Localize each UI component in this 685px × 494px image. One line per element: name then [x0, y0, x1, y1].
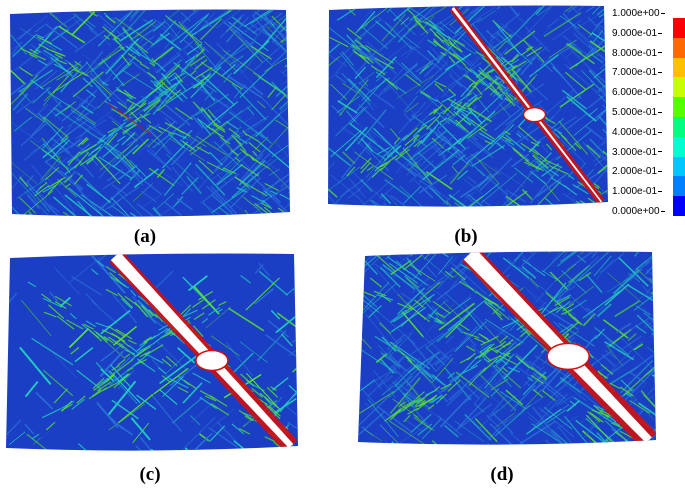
legend-swatch — [673, 97, 685, 117]
panel-c-field — [6, 253, 298, 451]
panel-d-caption: (d) — [490, 464, 514, 485]
legend-tick-label: 8.000e-01 — [612, 48, 662, 59]
legend-swatch — [673, 57, 685, 78]
color-legend: 1.000e+00 9.000e-01 8.000e-01 7.000e-01 6.00… — [612, 6, 685, 218]
legend-swatch — [673, 196, 685, 216]
legend-swatch — [673, 18, 685, 38]
panel-a — [8, 8, 292, 218]
legend-tick-label: 3.000e-01 — [612, 147, 662, 158]
legend-color-bar — [673, 18, 685, 216]
panel-c — [2, 252, 300, 452]
panel-b-field — [328, 5, 608, 207]
legend-swatch — [673, 156, 685, 177]
legend-tick-label: 7.000e-01 — [612, 67, 662, 78]
panel-b-caption: (b) — [454, 226, 478, 247]
legend-swatch — [673, 37, 685, 58]
panel-a-caption: (a) — [133, 226, 157, 247]
panel-a-field — [10, 9, 290, 217]
panel-d-field — [358, 251, 656, 445]
legend-tick-label: 5.000e-01 — [612, 107, 662, 118]
legend-tick-label: 0.000e+00 — [612, 206, 665, 217]
legend-tick-label: 6.000e-01 — [612, 87, 662, 98]
legend-swatch — [673, 77, 685, 98]
panel-d — [354, 250, 658, 446]
legend-tick-label: 9.000e-01 — [612, 28, 662, 39]
legend-tick-label: 1.000e+00 — [612, 8, 665, 19]
legend-swatch — [673, 116, 685, 137]
legend-tick-label: 2.000e-01 — [612, 166, 662, 177]
legend-swatch — [673, 176, 685, 197]
panel-b — [324, 4, 610, 208]
legend-tick-label: 4.000e-01 — [612, 127, 662, 138]
panel-c-caption: (c) — [139, 464, 161, 485]
legend-tick-label: 1.000e-01 — [612, 186, 662, 197]
legend-swatch — [673, 136, 685, 157]
